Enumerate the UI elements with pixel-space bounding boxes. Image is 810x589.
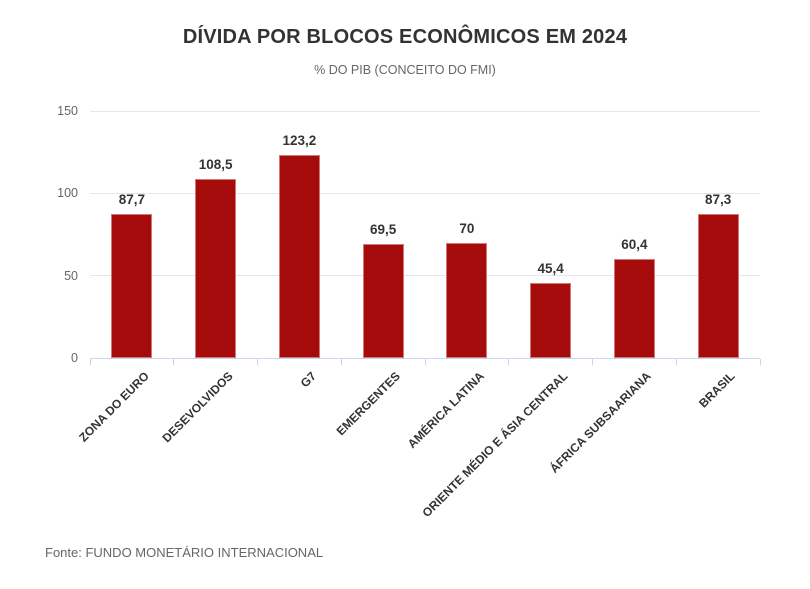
bar[interactable] xyxy=(195,179,237,358)
x-axis-line xyxy=(90,358,760,359)
x-axis-tick xyxy=(759,359,761,365)
x-axis-category-label: EMERGENTES xyxy=(333,369,404,439)
y-axis-tick-label: 150 xyxy=(57,104,78,118)
bar-chart-plot-area: 0 50 100 150 87,7 ZONA DO EURO 108,5 DESEVOLVID… xyxy=(57,104,761,520)
x-axis-category-label: ORIENTE MÉDIO E ÁSIA CENTRAL xyxy=(419,369,571,521)
bar[interactable] xyxy=(530,283,572,358)
bar-value-label: 69,5 xyxy=(369,221,397,237)
x-axis-tick xyxy=(257,359,258,365)
x-axis-tick xyxy=(592,359,593,365)
bar-value-label: 108,5 xyxy=(198,157,233,173)
bar[interactable] xyxy=(278,155,320,358)
bar-value-label: 70 xyxy=(459,220,475,236)
chart-subtitle: % DO PIB (CONCEITO DO FMI) xyxy=(314,63,496,77)
bar-value-label: 123,2 xyxy=(282,133,317,149)
bar[interactable] xyxy=(111,213,153,358)
x-axis-tick xyxy=(173,359,175,365)
x-axis-tick xyxy=(89,359,91,365)
x-axis-tick xyxy=(508,359,510,365)
x-axis-category-label: AMÉRICA LATINA xyxy=(404,369,487,452)
bar[interactable] xyxy=(697,214,739,358)
source-note: Fonte: FUNDO MONETÁRIO INTERNACIONAL xyxy=(45,545,324,560)
x-axis-category-label: BRASIL xyxy=(696,369,739,411)
bar[interactable] xyxy=(446,242,488,358)
bar-value-label: 87,3 xyxy=(704,192,732,208)
bar-value-label: 87,7 xyxy=(118,191,146,207)
x-axis-tick xyxy=(424,359,426,365)
y-axis-tick-label: 100 xyxy=(57,186,78,201)
gridline xyxy=(90,110,760,112)
x-axis-category-label: DESEVOLVIDOS xyxy=(159,369,236,446)
gridline xyxy=(90,192,760,194)
bar[interactable] xyxy=(613,258,655,358)
x-axis-category-label: G7 xyxy=(298,369,320,391)
chart-title: DÍVIDA POR BLOCOS ECONÔMICOS EM 2024 xyxy=(182,26,628,48)
x-axis-tick xyxy=(675,359,677,365)
bar-value-label: 60,4 xyxy=(621,236,648,252)
x-axis-category-label: ZONA DO EURO xyxy=(76,369,152,445)
y-axis-tick-label: 50 xyxy=(64,268,78,283)
bar[interactable] xyxy=(362,243,404,358)
bar-value-label: 45,4 xyxy=(537,261,564,277)
y-axis-tick-label: 0 xyxy=(71,351,78,365)
x-axis-tick xyxy=(340,359,342,365)
gridline xyxy=(90,275,760,277)
